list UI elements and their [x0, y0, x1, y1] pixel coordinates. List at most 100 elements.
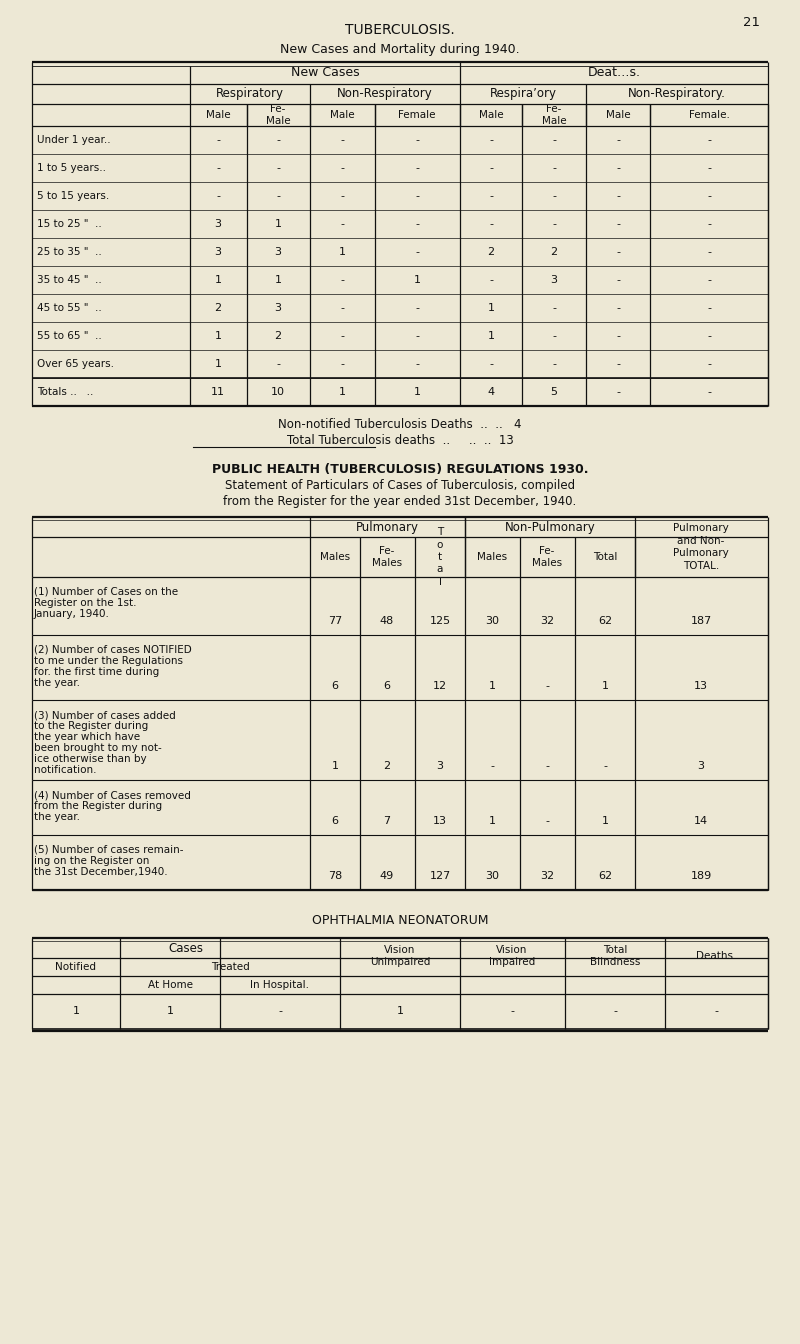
Text: ing on the Register on: ing on the Register on: [34, 856, 150, 866]
Text: In Hospital.: In Hospital.: [250, 980, 310, 991]
Text: 1: 1: [214, 276, 222, 285]
Text: Cases: Cases: [169, 942, 203, 954]
Text: 1 to 5 years..: 1 to 5 years..: [37, 163, 106, 173]
Text: (1) Number of Cases on the: (1) Number of Cases on the: [34, 587, 178, 597]
Text: 6: 6: [331, 681, 338, 691]
Text: Non-Respiratory: Non-Respiratory: [337, 87, 433, 101]
Text: -: -: [276, 163, 280, 173]
Text: -: -: [545, 816, 549, 827]
Text: 3: 3: [274, 247, 282, 257]
Text: from the Register during: from the Register during: [34, 801, 162, 810]
Text: -: -: [552, 219, 556, 228]
Text: to me under the Regulations: to me under the Regulations: [34, 656, 183, 667]
Text: -: -: [340, 331, 344, 341]
Text: 1: 1: [338, 247, 346, 257]
Text: -: -: [276, 359, 280, 370]
Text: -: -: [545, 761, 549, 771]
Text: -: -: [707, 276, 711, 285]
Text: 3: 3: [550, 276, 558, 285]
Text: -: -: [340, 134, 344, 145]
Text: from the Register for the year ended 31st December, 1940.: from the Register for the year ended 31s…: [223, 495, 577, 508]
Text: -: -: [616, 276, 620, 285]
Text: 2: 2: [550, 247, 558, 257]
Text: Fe-
Male: Fe- Male: [266, 103, 290, 126]
Text: Total: Total: [593, 552, 617, 562]
Text: -: -: [616, 163, 620, 173]
Text: 2: 2: [487, 247, 494, 257]
Text: Fe-
Male: Fe- Male: [542, 103, 566, 126]
Text: -: -: [707, 331, 711, 341]
Text: 12: 12: [433, 681, 447, 691]
Text: 6: 6: [331, 816, 338, 827]
Text: -: -: [489, 359, 493, 370]
Text: 1: 1: [166, 1007, 174, 1016]
Text: 3: 3: [214, 219, 222, 228]
Text: 1: 1: [602, 681, 609, 691]
Text: -: -: [489, 191, 493, 202]
Text: -: -: [616, 134, 620, 145]
Text: 6: 6: [383, 681, 390, 691]
Text: -: -: [552, 331, 556, 341]
Text: -: -: [489, 219, 493, 228]
Text: -: -: [707, 219, 711, 228]
Text: -: -: [552, 163, 556, 173]
Text: 3: 3: [698, 761, 705, 771]
Text: -: -: [340, 163, 344, 173]
Text: Treated: Treated: [210, 962, 250, 972]
Text: 5: 5: [550, 387, 558, 396]
Text: Deat…s.: Deat…s.: [587, 66, 641, 79]
Text: 11: 11: [211, 387, 225, 396]
Text: -: -: [616, 359, 620, 370]
Text: 1: 1: [489, 681, 495, 691]
Text: -: -: [707, 163, 711, 173]
Text: -: -: [616, 219, 620, 228]
Text: 1: 1: [338, 387, 346, 396]
Text: -: -: [714, 1007, 718, 1016]
Text: -: -: [707, 247, 711, 257]
Text: Respiratory: Respiratory: [216, 87, 284, 101]
Text: notification.: notification.: [34, 765, 97, 775]
Text: -: -: [552, 359, 556, 370]
Text: New Cases: New Cases: [290, 66, 359, 79]
Text: 1: 1: [414, 276, 421, 285]
Text: 1: 1: [414, 387, 421, 396]
Text: -: -: [707, 302, 711, 313]
Text: 5 to 15 years.: 5 to 15 years.: [37, 191, 110, 202]
Text: 1: 1: [274, 219, 282, 228]
Text: -: -: [545, 681, 549, 691]
Text: 1: 1: [73, 1007, 79, 1016]
Text: 1: 1: [487, 331, 494, 341]
Text: 48: 48: [380, 616, 394, 626]
Text: Under 1 year..: Under 1 year..: [37, 134, 110, 145]
Text: Notified: Notified: [55, 962, 97, 972]
Text: 2: 2: [214, 302, 222, 313]
Text: TUBERCULOSIS.: TUBERCULOSIS.: [345, 23, 455, 38]
Text: -: -: [616, 331, 620, 341]
Text: -: -: [490, 761, 494, 771]
Text: -: -: [415, 302, 419, 313]
Text: -: -: [603, 761, 607, 771]
Text: 1: 1: [487, 302, 494, 313]
Text: New Cases and Mortality during 1940.: New Cases and Mortality during 1940.: [280, 43, 520, 56]
Text: 49: 49: [380, 871, 394, 882]
Text: the 31st December,1940.: the 31st December,1940.: [34, 867, 168, 878]
Text: 7: 7: [383, 816, 390, 827]
Text: -: -: [276, 191, 280, 202]
Text: -: -: [552, 134, 556, 145]
Text: 13: 13: [433, 816, 447, 827]
Text: -: -: [616, 302, 620, 313]
Text: 2: 2: [383, 761, 390, 771]
Text: 78: 78: [328, 871, 342, 882]
Text: Respira’ory: Respira’ory: [490, 87, 557, 101]
Text: -: -: [216, 191, 220, 202]
Text: OPHTHALMIA NEONATORUM: OPHTHALMIA NEONATORUM: [312, 914, 488, 926]
Text: 189: 189: [690, 871, 712, 882]
Text: -: -: [340, 191, 344, 202]
Text: -: -: [707, 387, 711, 396]
Text: 45 to 55 "  ..: 45 to 55 " ..: [37, 302, 102, 313]
Text: -: -: [415, 219, 419, 228]
Text: (2) Number of cases NOTIFIED: (2) Number of cases NOTIFIED: [34, 645, 192, 655]
Text: the year.: the year.: [34, 677, 80, 688]
Text: -: -: [510, 1007, 514, 1016]
Text: -: -: [415, 331, 419, 341]
